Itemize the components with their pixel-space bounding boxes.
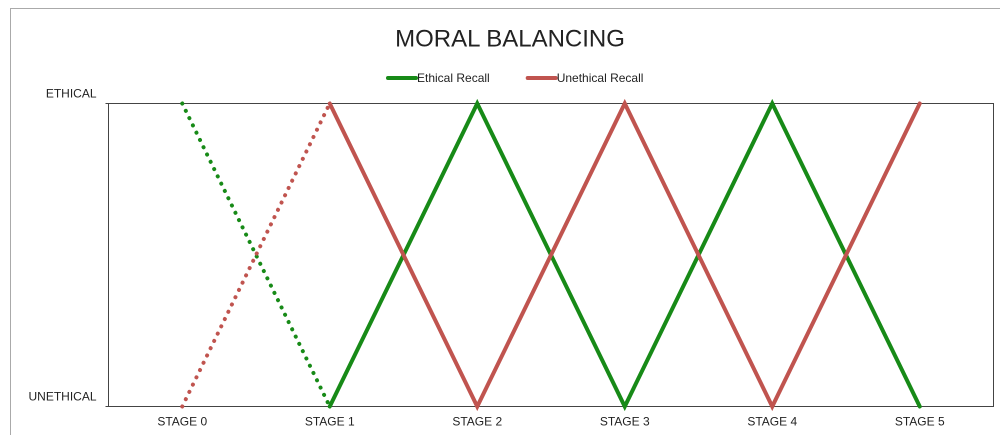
line [327,98,922,412]
y-tick-label: ETHICAL [46,87,97,101]
legend-label: Unethical Recall [557,71,644,85]
plot-area [108,103,994,407]
y-tick-label: UNETHICAL [28,390,96,404]
legend-label: Ethical Recall [417,71,490,85]
line [327,98,922,412]
x-tick-label: STAGE 5 [895,415,945,429]
chart-title: MORAL BALANCING [395,25,625,52]
line-dotted [180,101,332,409]
x-tick-label: STAGE 1 [305,415,355,429]
x-tick-label: STAGE 2 [452,415,502,429]
frame [10,8,1000,435]
x-tick-label: STAGE 0 [157,415,207,429]
x-tick-label: STAGE 3 [600,415,650,429]
x-tick-label: STAGE 4 [747,415,797,429]
